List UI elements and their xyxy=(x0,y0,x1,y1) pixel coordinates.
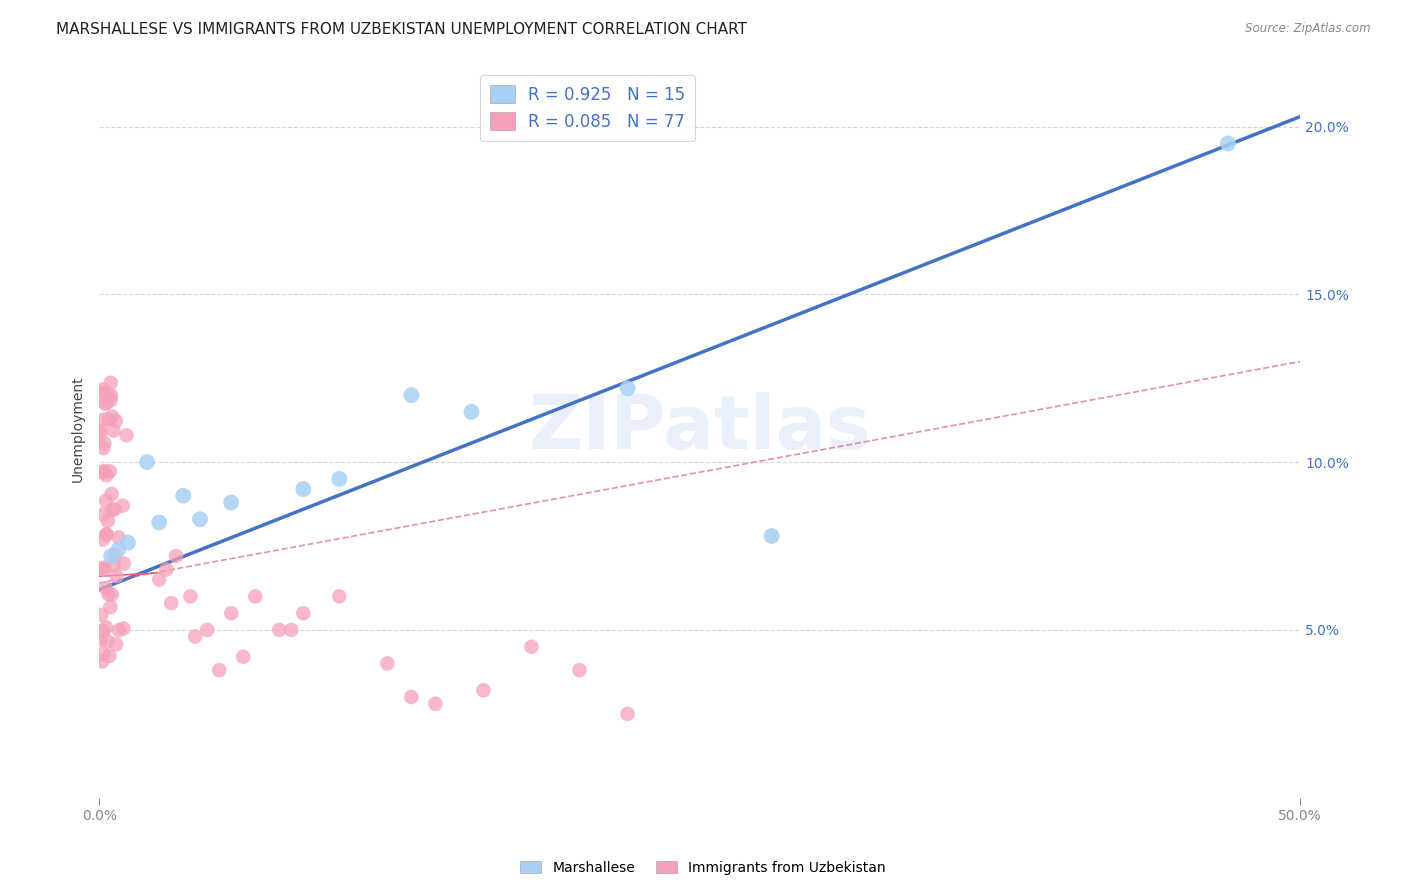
Point xyxy=(232,649,254,664)
Point xyxy=(148,516,170,530)
Point xyxy=(179,590,201,604)
Point xyxy=(104,548,127,562)
Point xyxy=(94,396,117,410)
Point xyxy=(93,647,115,661)
Text: ZIPatlas: ZIPatlas xyxy=(529,392,870,465)
Point xyxy=(616,706,638,721)
Point xyxy=(280,623,302,637)
Point xyxy=(93,464,115,478)
Point xyxy=(107,542,129,557)
Y-axis label: Unemployment: Unemployment xyxy=(72,376,86,482)
Point xyxy=(100,376,122,390)
Point xyxy=(160,596,183,610)
Point xyxy=(89,633,111,648)
Point xyxy=(98,648,121,663)
Point xyxy=(188,512,211,526)
Point xyxy=(136,455,159,469)
Point xyxy=(219,495,242,509)
Point xyxy=(208,663,231,677)
Point xyxy=(93,436,115,450)
Point xyxy=(91,441,114,455)
Point xyxy=(761,529,783,543)
Point xyxy=(460,405,482,419)
Point xyxy=(219,606,242,620)
Point xyxy=(155,563,177,577)
Point xyxy=(104,414,127,428)
Point xyxy=(107,531,129,545)
Point xyxy=(165,549,187,563)
Point xyxy=(101,409,124,424)
Point xyxy=(90,607,112,622)
Point xyxy=(89,426,111,441)
Point xyxy=(91,508,114,522)
Point xyxy=(98,464,121,478)
Point xyxy=(101,503,124,517)
Point xyxy=(100,393,122,408)
Point xyxy=(1216,136,1239,151)
Point xyxy=(100,600,122,615)
Point xyxy=(90,561,112,575)
Point xyxy=(195,623,218,637)
Point xyxy=(292,606,315,620)
Point xyxy=(96,468,118,483)
Point xyxy=(93,563,115,577)
Point xyxy=(91,383,114,397)
Point xyxy=(91,654,114,668)
Point xyxy=(96,527,118,541)
Point xyxy=(117,535,139,549)
Point xyxy=(91,624,114,638)
Point xyxy=(100,487,122,501)
Point xyxy=(96,527,118,541)
Point xyxy=(616,381,638,395)
Point xyxy=(93,412,115,426)
Point xyxy=(115,428,138,442)
Point xyxy=(105,569,128,583)
Point xyxy=(103,558,125,573)
Point xyxy=(112,557,135,571)
Point xyxy=(292,482,315,496)
Point xyxy=(184,630,207,644)
Point xyxy=(104,502,127,516)
Text: Source: ZipAtlas.com: Source: ZipAtlas.com xyxy=(1246,22,1371,36)
Point xyxy=(401,690,423,704)
Point xyxy=(269,623,291,637)
Legend: Marshallese, Immigrants from Uzbekistan: Marshallese, Immigrants from Uzbekistan xyxy=(515,855,891,880)
Point xyxy=(472,683,495,698)
Point xyxy=(328,590,350,604)
Text: MARSHALLESE VS IMMIGRANTS FROM UZBEKISTAN UNEMPLOYMENT CORRELATION CHART: MARSHALLESE VS IMMIGRANTS FROM UZBEKISTA… xyxy=(56,22,747,37)
Point xyxy=(328,472,350,486)
Point xyxy=(94,581,117,595)
Point xyxy=(401,388,423,402)
Point xyxy=(108,624,131,638)
Point xyxy=(105,637,128,651)
Point xyxy=(112,622,135,636)
Point xyxy=(568,663,591,677)
Point xyxy=(94,493,117,508)
Point xyxy=(520,640,543,654)
Point xyxy=(100,549,122,563)
Point xyxy=(172,489,194,503)
Point xyxy=(97,387,120,401)
Point xyxy=(93,560,115,574)
Point xyxy=(96,396,118,410)
Point xyxy=(148,573,170,587)
Point xyxy=(90,385,112,400)
Point xyxy=(91,465,114,479)
Point xyxy=(111,499,134,513)
Point xyxy=(97,412,120,426)
Point xyxy=(97,587,120,601)
Point xyxy=(101,588,124,602)
Legend: R = 0.925   N = 15, R = 0.085   N = 77: R = 0.925 N = 15, R = 0.085 N = 77 xyxy=(479,75,695,141)
Point xyxy=(94,620,117,634)
Point xyxy=(89,424,111,438)
Point xyxy=(245,590,267,604)
Point xyxy=(91,533,114,547)
Point xyxy=(103,424,125,438)
Point xyxy=(425,697,447,711)
Point xyxy=(96,634,118,648)
Point xyxy=(100,388,122,402)
Point xyxy=(97,514,120,528)
Point xyxy=(377,657,399,671)
